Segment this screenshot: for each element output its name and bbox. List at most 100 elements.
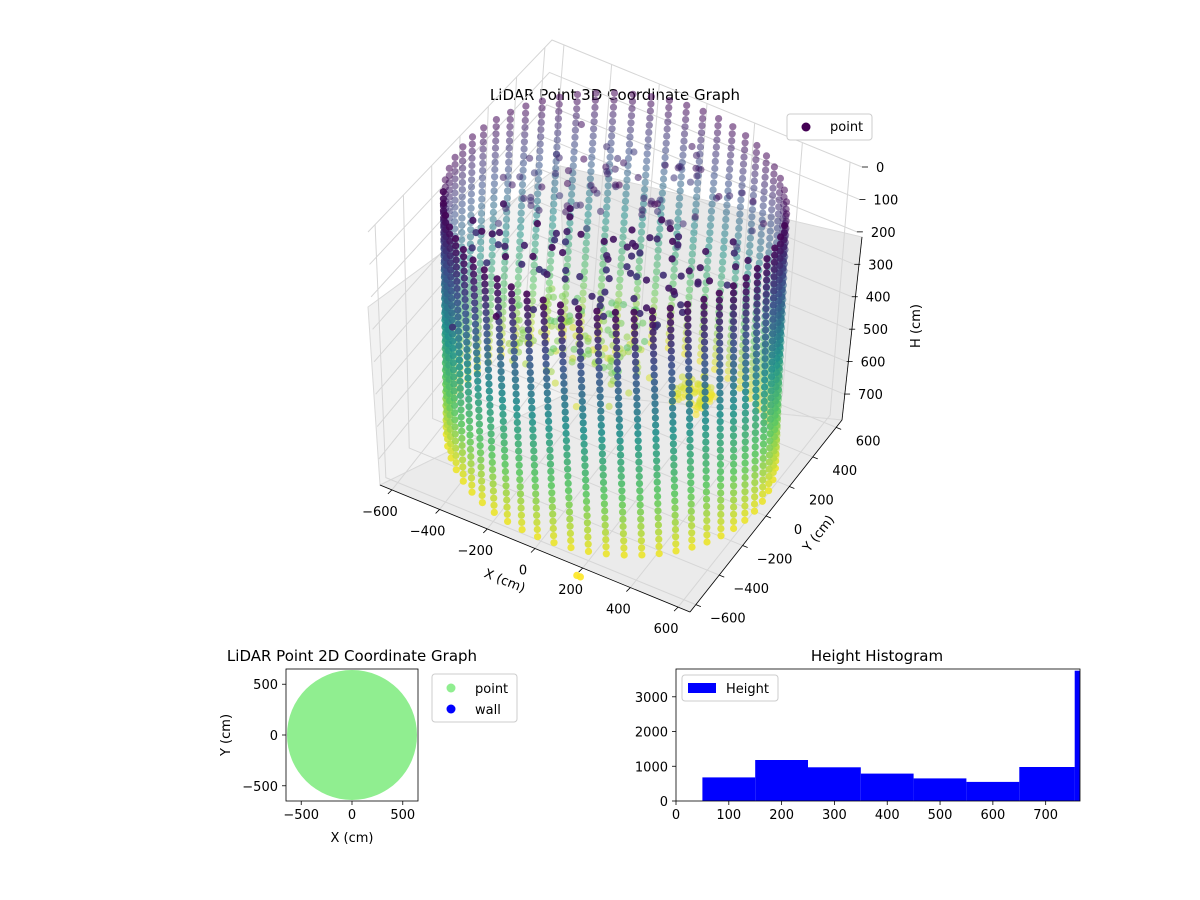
data-point: [667, 347, 675, 355]
data-point: [760, 419, 768, 427]
data-point: [449, 344, 457, 352]
data-point: [729, 318, 738, 326]
data-point: [441, 211, 450, 219]
data-point: [467, 190, 475, 198]
data-point: [667, 319, 675, 327]
data-point: [500, 425, 508, 433]
data-point: [632, 380, 640, 388]
data-point: [729, 332, 738, 340]
data-point: [614, 154, 622, 163]
data-point: [467, 226, 475, 234]
data-point: [464, 374, 472, 382]
data-point: [469, 263, 477, 271]
data-point: [554, 115, 563, 123]
data-point: [652, 442, 660, 451]
data-point: [652, 428, 660, 436]
data-point: [716, 410, 724, 419]
data-point: [650, 350, 658, 358]
data-point: [514, 440, 522, 448]
data-point: [752, 400, 760, 408]
data-point: [730, 496, 738, 504]
data-point: [759, 202, 767, 210]
data-point: [566, 515, 574, 523]
data-point: [730, 460, 738, 468]
data-point: [615, 283, 624, 291]
y-tick-label-3d: −200: [757, 553, 793, 568]
data-point: [446, 259, 455, 267]
data-point: [697, 129, 706, 137]
data-point: [677, 180, 685, 188]
data-point: [716, 432, 724, 440]
data-point: [644, 143, 652, 151]
data-point: [758, 497, 767, 505]
data-point: [601, 521, 609, 529]
data-point: [530, 447, 538, 455]
data-point: [474, 399, 483, 407]
y-tick-3d: [695, 604, 701, 607]
data-point: [546, 446, 554, 454]
data-point: [565, 501, 573, 509]
data-point: [448, 302, 456, 310]
data-point: [619, 226, 628, 234]
data-point: [604, 189, 612, 197]
data-point: [751, 479, 759, 487]
data-point: [722, 208, 731, 216]
data-point: [590, 186, 598, 194]
data-point: [682, 116, 690, 124]
data-point: [471, 306, 479, 314]
x-tick-3d: [530, 548, 536, 553]
data-point: [527, 397, 536, 405]
data-point: [694, 179, 702, 187]
data-point: [486, 401, 494, 409]
data-point: [765, 480, 773, 488]
data-point: [766, 444, 774, 452]
data-point: [716, 346, 724, 354]
data-point: [688, 529, 696, 537]
data-point: [446, 244, 454, 253]
data-point: [637, 529, 645, 538]
data-point: [668, 361, 676, 369]
data-point: [447, 294, 456, 303]
data-point: [584, 210, 592, 219]
data-point: [717, 489, 725, 497]
data-point: [742, 316, 750, 325]
data-point: [746, 241, 754, 249]
data-point: [458, 221, 466, 229]
data-point: [468, 169, 476, 177]
data-point: [729, 417, 738, 426]
data-point: [654, 253, 662, 261]
data-point: [491, 158, 499, 166]
data-point: [666, 304, 674, 312]
data-point: [647, 93, 656, 101]
data-point: [724, 374, 732, 382]
data-point: [742, 388, 750, 396]
data-point: [591, 103, 599, 111]
y-tick-label-2d: −500: [242, 780, 278, 795]
data-point: [686, 443, 694, 451]
data-point: [525, 347, 533, 355]
data-point: [572, 403, 581, 411]
data-point: [524, 326, 533, 334]
data-point: [516, 476, 524, 484]
data-point: [762, 159, 770, 167]
data-point: [766, 422, 774, 431]
data-point: [519, 329, 527, 337]
data-point: [523, 297, 531, 305]
data-point: [630, 295, 638, 303]
data-point: [761, 347, 769, 355]
data-point: [502, 475, 510, 483]
data-point: [769, 184, 777, 192]
data-point: [531, 247, 539, 255]
data-point: [684, 315, 692, 323]
data-point: [506, 115, 514, 124]
y-tick-label-3d: 0: [794, 523, 802, 538]
data-point: [535, 161, 543, 169]
data-point: [593, 314, 601, 322]
data-point: [767, 394, 775, 402]
data-point: [638, 544, 646, 552]
data-point: [730, 446, 738, 454]
z-tick-label-3d: 500: [863, 323, 888, 338]
data-point: [508, 304, 516, 312]
data-point: [670, 174, 678, 182]
data-point: [602, 550, 610, 558]
